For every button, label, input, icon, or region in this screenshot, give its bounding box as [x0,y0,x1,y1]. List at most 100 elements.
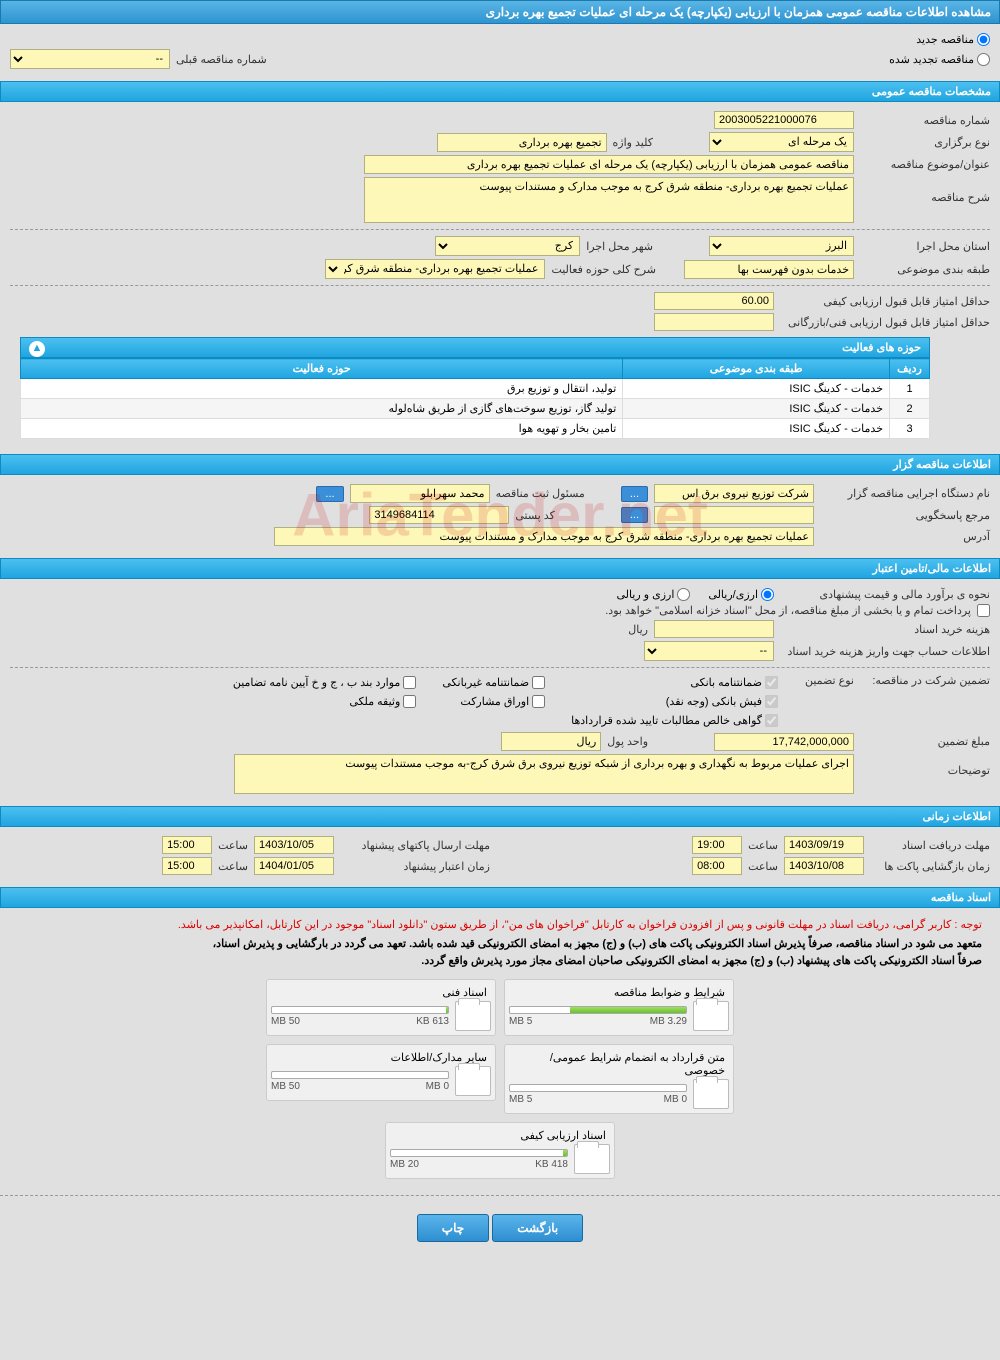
doc-cost-value [654,620,774,638]
prev-tender-number-label: شماره مناقصه قبلی [176,53,267,66]
file-card[interactable]: سایر مدارک/اطلاعات 0 MB50 MB [266,1044,496,1101]
treasury-checkbox[interactable] [977,604,990,617]
category-value: خدمات بدون فهرست بها [684,260,854,279]
envelope-send-time: 15:00 [162,836,212,854]
table-row: 2خدمات - کدینگ ISICتولید گاز، توزیع سوخت… [21,399,930,419]
file-total: 5 MB [509,1094,532,1105]
opening-time: 08:00 [692,857,742,875]
time-label: ساعت [748,839,778,852]
collapse-icon[interactable]: ▲ [29,341,45,357]
th-scope: حوزه فعالیت [21,359,623,379]
province-select[interactable]: البرز [709,236,854,256]
activity-table: ردیف طبقه بندی موضوعی حوزه فعالیت 1خدمات… [20,358,930,439]
contact-label: مرجع پاسخگویی [820,509,990,522]
cb-cases[interactable]: موارد بند ب ، ج و خ آیین نامه تضامین [233,676,416,689]
unit-value: ریال [501,732,601,751]
file-total: 20 MB [390,1159,419,1170]
activity-table-header: حوزه های فعالیت ▲ [20,337,930,358]
table-row: 3خدمات - کدینگ ISICتامین بخار و تهویه هو… [21,419,930,439]
th-row: ردیف [890,359,930,379]
file-used: 613 KB [416,1016,449,1027]
doc-note-1: توجه : کاربر گرامی، دریافت اسناد در مهلت… [10,914,990,935]
notes-value: اجرای عملیات مربوط به نگهداری و بهره برد… [234,754,854,794]
radio-new-tender[interactable]: مناقصه جدید [916,33,990,46]
holding-type-select[interactable]: یک مرحله ای [709,132,854,152]
doc-cost-unit: ریال [628,623,648,636]
progress-bar [509,1006,687,1014]
min-tech-label: حداقل امتیاز قابل قبول ارزیابی فنی/بازرگ… [780,316,990,329]
radio-new-input[interactable] [977,33,990,46]
separator [10,285,990,286]
radio-both[interactable]: ارزی و ریالی [616,588,690,601]
file-total: 50 MB [271,1081,300,1092]
min-quality-value: 60.00 [654,292,774,310]
validity-label: زمان اعتبار پیشنهاد [340,860,490,873]
folder-icon [693,1079,729,1109]
responsible-value: محمد سهرابلو [350,484,490,503]
amount-value: 17,742,000,000 [714,733,854,751]
contact-more-button[interactable]: ... [621,507,648,523]
cb-nonbank[interactable]: ضمانتنامه غیربانکی [442,676,545,689]
page-title-bar: مشاهده اطلاعات مناقصه عمومی همزمان با ار… [0,0,1000,24]
doc-receive-date: 1403/09/19 [784,836,864,854]
radio-renewed-label: مناقصه تجدید شده [889,53,974,66]
description-value: عملیات تجمیع بهره برداری- منطقه شرق کرج … [364,177,854,223]
account-label: اطلاعات حساب جهت واریز هزینه خرید اسناد [780,645,990,658]
keyword-value: تجمیع بهره برداری [437,133,607,152]
city-label: شهر محل اجرا [586,240,653,253]
file-used: 3.29 MB [650,1016,687,1027]
file-total: 5 MB [509,1016,532,1027]
org-value: شرکت توزیع نیروی برق اس [654,484,814,503]
treasury-note: پرداخت تمام و یا بخشی از مبلغ مناقصه، از… [605,604,971,617]
time-label: ساعت [748,860,778,873]
file-card[interactable]: متن قرارداد به انضمام شرایط عمومی/خصوصی … [504,1044,734,1114]
progress-bar [390,1149,568,1157]
radio-renewed-input[interactable] [977,53,990,66]
folder-icon [693,1001,729,1031]
print-button[interactable]: چاپ [417,1214,489,1242]
account-select[interactable]: -- [644,641,774,661]
file-used: 418 KB [535,1159,568,1170]
address-label: آدرس [820,530,990,543]
holding-type-label: نوع برگزاری [860,136,990,149]
keyword-label: کلید واژه [613,136,653,149]
org-label: نام دستگاه اجرایی مناقصه گزار [820,487,990,500]
cb-contract-cert[interactable]: گواهی خالص مطالبات تایید شده قراردادها [571,714,778,727]
file-card[interactable]: شرایط و ضوابط مناقصه 3.29 MB5 MB [504,979,734,1036]
section-organizer: اطلاعات مناقصه گزار [0,454,1000,475]
responsible-more-button[interactable]: ... [316,486,343,502]
radio-new-label: مناقصه جدید [916,33,974,46]
cb-property[interactable]: وثیقه ملکی [233,695,416,708]
section-financial: اطلاعات مالی/تامین اعتبار [0,558,1000,579]
file-card[interactable]: اسناد ارزیابی کیفی 418 KB20 MB [385,1122,615,1179]
doc-receive-time: 19:00 [692,836,742,854]
back-button[interactable]: بازگشت [492,1214,583,1242]
envelope-send-label: مهلت ارسال پاکتهای پیشنهاد [340,839,490,852]
category-label: طبقه بندی موضوعی [860,263,990,276]
postal-label: کد پستی [515,509,554,522]
table-row: 1خدمات - کدینگ ISICتولید، انتقال و توزیع… [21,379,930,399]
radio-renewed-tender[interactable]: مناقصه تجدید شده [889,53,990,66]
cb-cash[interactable]: فیش بانکی (وجه نقد) [571,695,778,708]
doc-note-3: صرفاً اسناد الکترونیکی پاکت های پیشنهاد … [10,952,990,969]
tender-number-label: شماره مناقصه [860,114,990,127]
activity-scope-label: شرح کلی حوزه فعالیت [551,263,656,276]
radio-rial[interactable]: ارزی/ریالی [708,588,774,601]
prev-tender-number-select[interactable]: -- [10,49,170,69]
doc-receive-label: مهلت دریافت اسناد [870,839,990,852]
cb-securities[interactable]: اوراق مشارکت [442,695,545,708]
address-value: عملیات تجمیع بهره برداری- منطقه شرق کرج … [274,527,814,546]
postal-value: 3149684114 [369,506,509,524]
doc-cost-label: هزینه خرید اسناد [780,623,990,636]
file-card[interactable]: اسناد فنی 613 KB50 MB [266,979,496,1036]
city-select[interactable]: کرج [435,236,580,256]
file-total: 50 MB [271,1016,300,1027]
cb-bank-guarantee[interactable]: ضمانتنامه بانکی [571,676,778,689]
min-quality-label: حداقل امتیاز قابل قبول ارزیابی کیفی [780,295,990,308]
section-timing: اطلاعات زمانی [0,806,1000,827]
files-container: شرایط و ضوابط مناقصه 3.29 MB5 MB اسناد ف… [10,975,990,1183]
activity-scope-select[interactable]: عملیات تجمیع بهره برداری- منطقه شرق کرج [325,259,545,279]
separator [0,1195,1000,1196]
th-category: طبقه بندی موضوعی [623,359,890,379]
org-more-button[interactable]: ... [621,486,648,502]
